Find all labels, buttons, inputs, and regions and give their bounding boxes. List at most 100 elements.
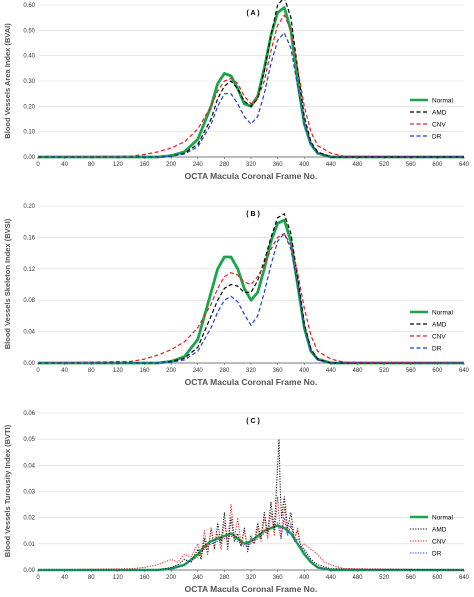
x-tick-label: 600 xyxy=(432,575,443,581)
x-tick-label: 440 xyxy=(326,162,337,168)
x-tick-label: 280 xyxy=(219,368,230,374)
chart-title: ( C ) xyxy=(246,418,260,425)
y-tick-label: 0.00 xyxy=(23,568,35,574)
x-tick-label: 200 xyxy=(166,368,177,374)
x-tick-label: 560 xyxy=(406,368,417,374)
x-tick-label: 400 xyxy=(299,368,310,374)
x-tick-label: 400 xyxy=(299,162,310,168)
x-tick-label: 640 xyxy=(459,575,470,581)
series-line-amd xyxy=(38,0,464,158)
legend-label-dr: DR xyxy=(432,346,442,353)
x-tick-label: 480 xyxy=(352,575,363,581)
y-tick-label: 0.08 xyxy=(23,298,35,304)
series-line-dr xyxy=(38,32,464,158)
x-tick-label: 200 xyxy=(166,575,177,581)
chart-title: ( B ) xyxy=(246,211,260,218)
y-axis-label: Blood Vessels Skeleton Index (BVSI) xyxy=(3,218,12,349)
y-tick-label: 0.60 xyxy=(23,3,35,9)
y-tick-label: 0.12 xyxy=(23,267,35,273)
x-tick-label: 640 xyxy=(459,162,470,168)
y-tick-label: 0.05 xyxy=(23,437,35,443)
x-tick-label: 440 xyxy=(326,368,337,374)
x-tick-label: 160 xyxy=(139,575,150,581)
x-tick-label: 120 xyxy=(113,368,124,374)
x-tick-label: 480 xyxy=(352,368,363,374)
y-tick-label: 0.20 xyxy=(23,204,35,210)
legend-label-cnv: CNV xyxy=(432,122,446,129)
legend-label-amd: AMD xyxy=(432,527,447,534)
series-line-normal xyxy=(38,524,464,572)
y-tick-label: 0.10 xyxy=(23,130,35,136)
y-tick-label: 0.03 xyxy=(23,490,35,496)
x-tick-label: 0 xyxy=(36,162,40,168)
legend-label-amd: AMD xyxy=(432,322,447,329)
x-tick-label: 320 xyxy=(246,162,257,168)
y-tick-label: 0.00 xyxy=(23,361,35,367)
y-axis-label: Blood Vessels Turousity Index (BVTI) xyxy=(3,424,12,557)
x-tick-label: 240 xyxy=(193,575,204,581)
x-tick-label: 520 xyxy=(379,368,390,374)
x-tick-label: 240 xyxy=(193,162,204,168)
x-tick-label: 600 xyxy=(432,368,443,374)
y-tick-label: 0.00 xyxy=(23,155,35,161)
legend-label-normal: Normal xyxy=(432,310,454,317)
legend: Normal AMD CNV DR xyxy=(410,98,454,141)
x-tick-label: 560 xyxy=(406,575,417,581)
x-tick-label: 640 xyxy=(459,368,470,374)
x-tick-label: 240 xyxy=(193,368,204,374)
x-tick-label: 0 xyxy=(36,368,40,374)
legend-label-amd: AMD xyxy=(432,110,447,117)
y-tick-label: 0.01 xyxy=(23,542,35,548)
chart-panel-1: 0.00 0.10 0.20 0.30 0.40 0.50 0.60 0 40 80 120 160 2… xyxy=(3,0,470,181)
legend-label-dr: DR xyxy=(432,551,442,558)
x-tick-label: 0 xyxy=(36,575,40,581)
x-axis-label: OCTA Macula Coronal Frame No. xyxy=(185,377,318,387)
y-tick-label: 0.16 xyxy=(23,235,35,241)
y-tick-label: 0.50 xyxy=(23,28,35,34)
series-line-cnv xyxy=(37,496,465,571)
x-tick-label: 360 xyxy=(273,162,284,168)
x-tick-label: 280 xyxy=(219,162,230,168)
x-tick-label: 440 xyxy=(326,575,337,581)
x-tick-label: 120 xyxy=(113,575,124,581)
x-tick-label: 320 xyxy=(246,575,257,581)
series-line-amd xyxy=(38,438,465,571)
x-tick-label: 400 xyxy=(299,575,310,581)
legend-label-cnv: CNV xyxy=(432,334,446,341)
x-tick-label: 40 xyxy=(61,575,68,581)
x-tick-label: 360 xyxy=(273,575,284,581)
x-tick-label: 320 xyxy=(246,368,257,374)
x-axis-label: OCTA Macula Coronal Frame No. xyxy=(185,171,318,181)
legend: Normal AMD CNV DR xyxy=(410,310,454,353)
x-tick-label: 560 xyxy=(406,162,417,168)
y-tick-label: 0.30 xyxy=(23,79,35,85)
x-tick-label: 480 xyxy=(352,162,363,168)
x-tick-label: 280 xyxy=(219,575,230,581)
legend-label-dr: DR xyxy=(432,134,442,141)
y-axis-label: Blood Vessels Area Index (BVAI) xyxy=(3,23,12,139)
legend-label-normal: Normal xyxy=(432,515,454,522)
series-line-cnv xyxy=(37,232,465,364)
legend-label-cnv: CNV xyxy=(432,539,446,546)
chart-panel-3: 0.00 0.01 0.02 0.03 0.04 0.05 0.06 0 40 80 120 160 2… xyxy=(3,411,470,594)
x-tick-label: 80 xyxy=(88,368,95,374)
series-line-dr xyxy=(38,232,464,364)
chart-title: ( A ) xyxy=(246,10,259,17)
y-tick-label: 0.04 xyxy=(23,330,35,336)
legend: Normal AMD CNV DR xyxy=(410,515,454,558)
y-tick-label: 0.02 xyxy=(23,516,35,522)
y-tick-label: 0.40 xyxy=(23,54,35,60)
x-tick-label: 360 xyxy=(273,368,284,374)
series-line-dr xyxy=(38,517,464,571)
x-tick-label: 80 xyxy=(88,575,95,581)
x-axis-label: OCTA Macula Coronal Frame No. xyxy=(185,584,318,594)
y-tick-label: 0.04 xyxy=(23,463,35,469)
x-tick-label: 40 xyxy=(61,368,68,374)
x-tick-label: 40 xyxy=(61,162,68,168)
series-line-cnv xyxy=(37,14,465,158)
x-tick-label: 80 xyxy=(88,162,95,168)
x-tick-label: 200 xyxy=(166,162,177,168)
x-tick-label: 160 xyxy=(139,368,150,374)
x-tick-label: 160 xyxy=(139,162,150,168)
